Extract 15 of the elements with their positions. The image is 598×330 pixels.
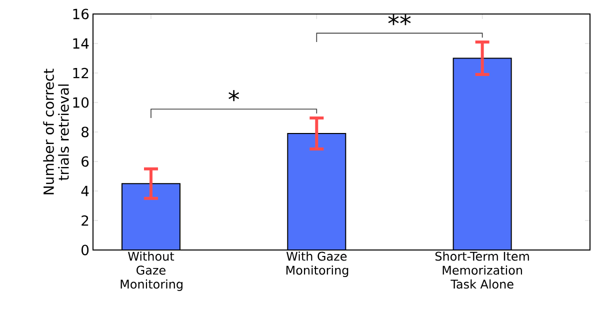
annotation: * (228, 90, 240, 102)
y-tick-label: 14 (73, 38, 89, 49)
y-axis-title: Number of correct trials retrieval (43, 68, 69, 194)
y-tick-label: 16 (73, 8, 89, 20)
y-tick-label: 0 (82, 244, 89, 256)
x-tick-label: Without Gaze Monitoring (120, 252, 182, 291)
x-tick-label: Short-Term Item Memorization Task Alone (435, 252, 529, 289)
y-tick-label: 8 (82, 126, 89, 138)
y-tick-label: 4 (81, 186, 89, 196)
y-tick-label: 10 (73, 97, 89, 108)
y-tick-label: 12 (73, 68, 88, 78)
annotation: ** (388, 14, 411, 26)
y-tick-label: 2 (82, 215, 88, 226)
y-tick-label: 6 (82, 156, 89, 167)
x-tick-label: With Gaze Monitoring (286, 252, 348, 278)
